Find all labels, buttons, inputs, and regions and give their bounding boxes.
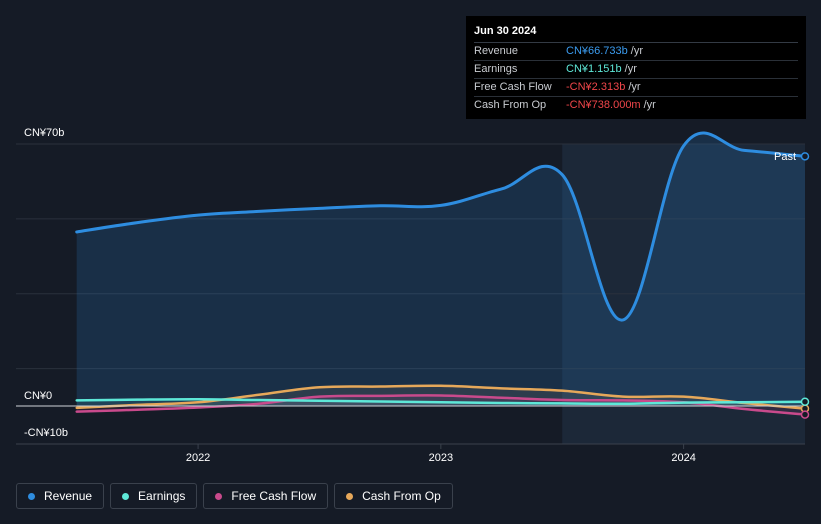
legend-label: Cash From Op (362, 489, 441, 503)
legend-label: Earnings (138, 489, 186, 503)
legend-label: Free Cash Flow (231, 489, 317, 503)
tooltip-label: Free Cash Flow (474, 81, 552, 93)
tooltip-label: Cash From Op (474, 99, 547, 111)
legend-item-free-cash-flow[interactable]: Free Cash Flow (203, 483, 329, 509)
legend-label: Revenue (44, 489, 93, 503)
earnings-dot-icon (122, 492, 130, 500)
grid-lines (16, 143, 805, 370)
tooltip-unit: /yr (630, 45, 644, 57)
series-areas (76, 133, 805, 415)
x-axis-ticks: 2022 2023 2024 (186, 444, 696, 464)
y-label-bottom: -CN¥10b (24, 427, 68, 439)
tooltip-row-revenue: Revenue CN¥66.733b /yr (474, 43, 798, 61)
tooltip-row-earnings: Earnings CN¥1.151b /yr (474, 61, 798, 79)
x-tick-label: 2022 (186, 452, 210, 464)
tooltip-unit: /yr (643, 99, 656, 111)
legend-item-earnings[interactable]: Earnings (110, 483, 198, 509)
earnings-endpoint (800, 397, 810, 406)
tooltip-row-free-cash-flow: Free Cash Flow -CN¥2.313b /yr (474, 79, 798, 97)
y-label-zero: CN¥0 (24, 390, 52, 402)
tooltip-date: Jun 30 2024 (474, 24, 798, 43)
free-cash-flow-dot-icon (215, 492, 223, 500)
past-label: Past (774, 151, 796, 163)
legend: Revenue Earnings Free Cash Flow Cash Fro… (16, 483, 453, 509)
cash-from-op-dot-icon (346, 492, 354, 500)
earnings-line (75, 398, 807, 406)
legend-item-cash-from-op[interactable]: Cash From Op (334, 483, 453, 509)
cash-from-op-line (75, 384, 807, 410)
tooltip-label: Earnings (474, 63, 518, 75)
tooltip-value: -CN¥738.000m (566, 99, 641, 111)
tooltip-unit: /yr (628, 81, 641, 93)
tooltip: Jun 30 2024 Revenue CN¥66.733b /yr Earni… (466, 16, 806, 119)
series-endpoints (800, 152, 810, 419)
revenue-endpoint (800, 152, 810, 161)
revenue-dot-icon (28, 492, 35, 500)
tooltip-value: -CN¥2.313b (566, 81, 626, 93)
tooltip-row-cash-from-op: Cash From Op -CN¥738.000m /yr (474, 97, 798, 114)
y-label-top: CN¥70b (24, 127, 64, 139)
x-tick-label: 2024 (671, 452, 695, 464)
x-tick-label: 2023 (429, 452, 453, 464)
tooltip-value: CN¥66.733b (566, 45, 628, 57)
tooltip-label: Revenue (474, 45, 519, 57)
free-cash-flow-area (76, 395, 805, 415)
series-lines (75, 131, 807, 416)
tooltip-value: CN¥1.151b (566, 63, 622, 75)
revenue-area (76, 133, 805, 406)
legend-item-revenue[interactable]: Revenue (16, 483, 105, 509)
revenue-line (75, 131, 807, 322)
tooltip-unit: /yr (624, 63, 637, 75)
free-cash-flow-endpoint (800, 410, 810, 419)
